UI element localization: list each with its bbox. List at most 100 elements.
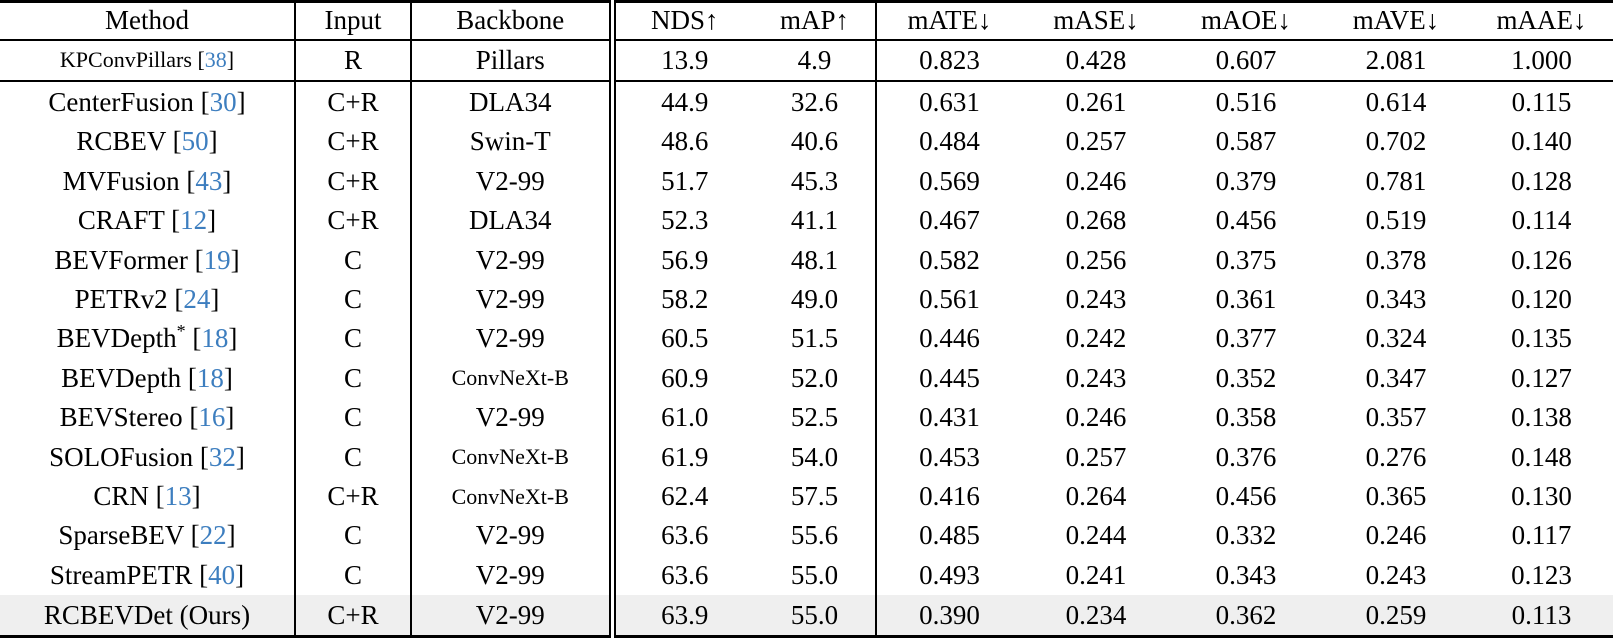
cell-mave: 0.357 xyxy=(1365,402,1427,433)
cell-backbone: V2-99 xyxy=(475,520,545,551)
cell-maae: 0.120 xyxy=(1511,283,1572,314)
cell-method: PETRv2 [24] xyxy=(0,279,296,320)
cell-map: 45.3 xyxy=(754,161,877,201)
citation-link[interactable]: 43 xyxy=(195,165,223,196)
cell-method: BEVDepth [18] xyxy=(0,358,296,398)
cell-maoe: 0.379 xyxy=(1215,165,1277,196)
citation-link[interactable]: 32 xyxy=(208,441,236,472)
citation-link[interactable]: 38 xyxy=(204,47,227,73)
cell-map: 54.0 xyxy=(754,437,877,477)
citation-link[interactable]: 50 xyxy=(181,126,209,157)
cell-method: BEVStereo [16] xyxy=(0,397,296,438)
cell-map: 51.5 xyxy=(754,319,877,359)
method-name: BEVStereo xyxy=(59,402,183,433)
cell-input: C xyxy=(295,279,412,320)
cell-mate: 0.390 xyxy=(919,599,980,630)
cell-mave: 0.781 xyxy=(1365,165,1427,196)
method-name: PETRv2 xyxy=(74,283,168,314)
table-row: CenterFusion [30] C+R DLA34 44.9 32.6 0.631 0.… xyxy=(0,81,1613,123)
cell-mave: 0.365 xyxy=(1365,481,1427,511)
table-row: MVFusion [43] C+R V2-99 51.7 45.3 0.569 0.246 0… xyxy=(0,161,1613,201)
cell-input: C xyxy=(295,240,412,280)
cell-maae: 0.115 xyxy=(1511,86,1572,117)
table-header: Method Input Backbone NDS↑ mAP↑ mATE↓ mASE↓ mAO… xyxy=(0,1,1613,41)
citation-link[interactable]: 18 xyxy=(196,362,224,393)
cell-mave: 0.378 xyxy=(1365,244,1427,275)
cell-mase: 0.242 xyxy=(1065,323,1127,354)
cell-mave: 0.246 xyxy=(1365,520,1427,551)
cell-mate: 0.569 xyxy=(919,165,980,196)
cell-input: C xyxy=(295,319,412,359)
cell-maoe: 0.456 xyxy=(1215,481,1277,511)
table-row: RCBEV [50] C+R Swin-T 48.6 40.6 0.484 0.257 0.5… xyxy=(0,122,1613,162)
cell-mave: 0.614 xyxy=(1365,86,1427,117)
method-name: KPConvPillars xyxy=(59,47,192,73)
table-row: StreamPETR [40] C V2-99 63.6 55.0 0.493 0.241 0… xyxy=(0,555,1613,596)
cell-map: 55.0 xyxy=(754,555,877,596)
method-name: BEVDepth xyxy=(56,323,177,354)
method-name: CenterFusion xyxy=(48,86,194,117)
cell-map: 48.1 xyxy=(754,240,877,280)
cell-map: 57.5 xyxy=(754,476,877,517)
cell-input: C xyxy=(295,555,412,596)
citation-link[interactable]: 40 xyxy=(208,559,236,590)
cell-map: 40.6 xyxy=(754,122,877,162)
cell-backbone: V2-99 xyxy=(475,283,545,314)
cell-nds: 60.9 xyxy=(608,358,754,398)
table-row: BEVDepth [18] C ConvNeXt-B 60.9 52.0 0.445 0.2… xyxy=(0,358,1613,398)
column-header-mase: mASE↓ xyxy=(1022,1,1170,41)
cell-maae: 1.000 xyxy=(1470,39,1613,83)
cell-backbone: DLA34 xyxy=(469,86,552,117)
cell-nds: 48.6 xyxy=(608,122,754,162)
cell-map: 55.6 xyxy=(754,516,877,556)
cell-maoe: 0.587 xyxy=(1215,126,1277,157)
cell-method: SOLOFusion [32] xyxy=(0,437,296,477)
cell-method: BEVDepth* [18] xyxy=(0,319,296,359)
cell-maae: 0.128 xyxy=(1511,165,1572,196)
cell-input: C+R xyxy=(295,200,412,241)
cell-mase: 0.428 xyxy=(1022,39,1170,83)
cell-maoe: 0.607 xyxy=(1170,39,1322,83)
cell-mate: 0.493 xyxy=(919,559,980,590)
cell-nds: 56.9 xyxy=(608,240,754,280)
cell-nds: 63.6 xyxy=(608,555,754,596)
citation-link[interactable]: 16 xyxy=(198,402,226,433)
method-name: MVFusion xyxy=(62,165,180,196)
table-row: BEVFormer [19] C V2-99 56.9 48.1 0.582 0.256 0.… xyxy=(0,240,1613,280)
cell-map: 49.0 xyxy=(754,279,877,320)
column-header-mate: mATE↓ xyxy=(876,1,1022,41)
cell-backbone: ConvNeXt-B xyxy=(451,483,569,509)
cell-mave: 0.324 xyxy=(1365,323,1427,354)
method-name: BEVFormer xyxy=(54,244,188,275)
table-row-ours: RCBEVDet (Ours) C+R V2-99 63.9 55.0 0.390 0.23… xyxy=(0,595,1613,637)
column-header-input: Input xyxy=(295,1,412,41)
cell-mave: 0.343 xyxy=(1365,283,1427,314)
citation-link[interactable]: 13 xyxy=(164,481,192,511)
cell-method: RCBEV [50] xyxy=(0,122,296,162)
cell-input: C+R xyxy=(295,122,412,162)
citation-link[interactable]: 30 xyxy=(209,86,237,117)
cell-map: 4.9 xyxy=(754,39,877,83)
cell-backbone: Swin-T xyxy=(469,126,551,157)
citation-link[interactable]: 12 xyxy=(180,205,208,236)
cell-nds: 61.9 xyxy=(608,437,754,477)
citation-link[interactable]: 19 xyxy=(203,244,231,275)
citation-link[interactable]: 22 xyxy=(199,520,227,551)
cell-mate: 0.582 xyxy=(919,244,980,275)
cell-input: C+R xyxy=(295,161,412,201)
citation-link[interactable]: 24 xyxy=(183,283,211,314)
cell-mate: 0.453 xyxy=(919,441,980,472)
cell-nds: 51.7 xyxy=(608,161,754,201)
cell-nds: 13.9 xyxy=(608,39,754,83)
cell-input: C+R xyxy=(295,595,412,637)
method-name: CRN xyxy=(93,481,149,511)
cell-input: C xyxy=(295,397,412,438)
cell-maoe: 0.332 xyxy=(1215,520,1277,551)
cell-mase: 0.256 xyxy=(1065,244,1127,275)
cell-method: RCBEVDet (Ours) xyxy=(0,595,296,637)
method-name: SOLOFusion xyxy=(49,441,194,472)
cell-maoe: 0.343 xyxy=(1215,559,1277,590)
cell-mave: 0.259 xyxy=(1365,599,1427,630)
citation-link[interactable]: 18 xyxy=(201,323,229,354)
cell-backbone: V2-99 xyxy=(475,599,545,630)
